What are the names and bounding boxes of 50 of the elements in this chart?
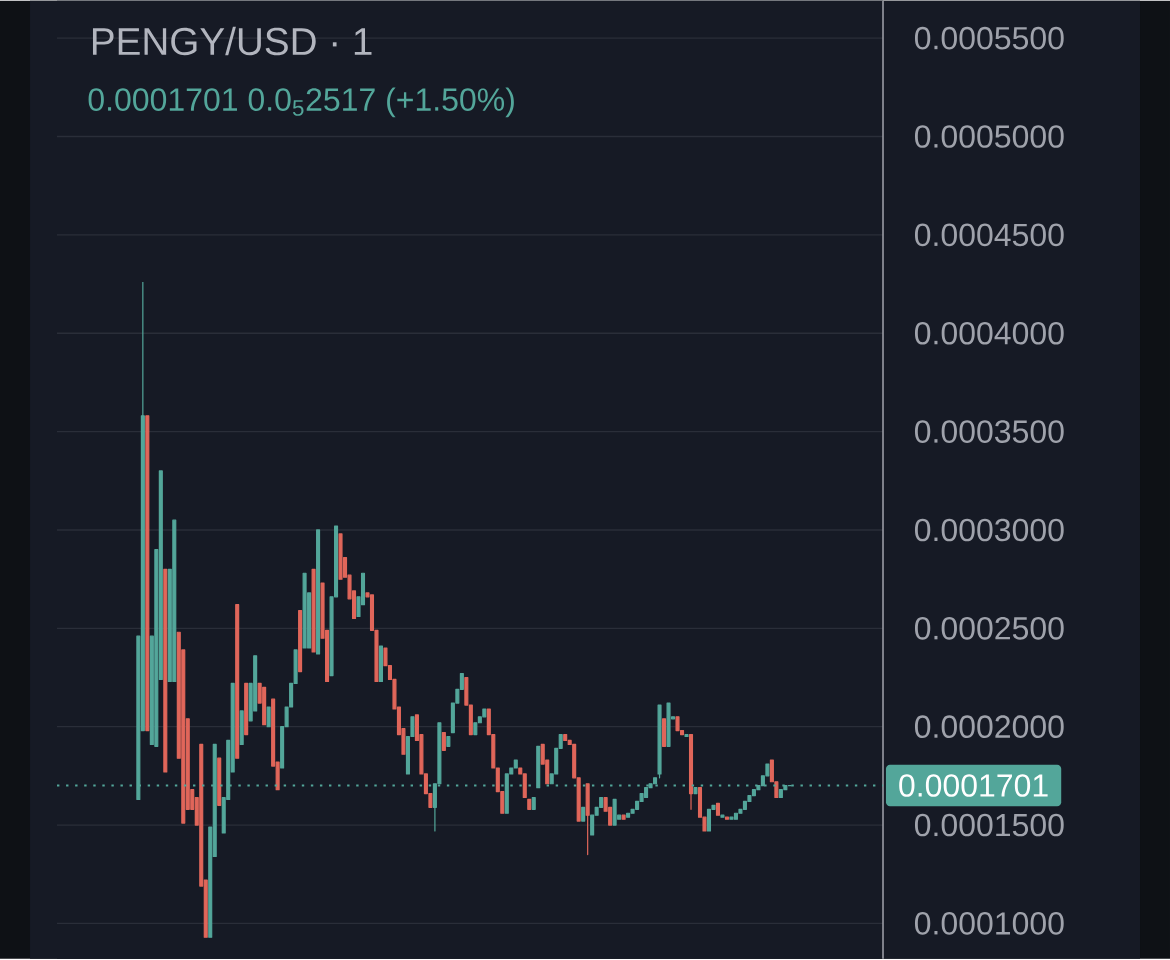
candlestick xyxy=(729,816,734,820)
candlestick xyxy=(311,568,316,653)
candlestick xyxy=(338,533,343,580)
candlestick xyxy=(316,529,321,655)
candlestick xyxy=(662,718,667,748)
y-tick-label: 0.0004500 xyxy=(914,223,1064,247)
candlestick xyxy=(217,757,222,807)
candlestick xyxy=(626,812,631,818)
candlestick xyxy=(612,799,617,826)
y-tick-label: 0.0001500 xyxy=(914,813,1064,837)
text: PENGY/USD · 1 xyxy=(92,27,372,56)
candlestick xyxy=(715,802,720,816)
candlestick xyxy=(235,604,240,759)
candlestick xyxy=(720,814,725,818)
candlestick xyxy=(531,797,536,811)
ref-line-label: 0.0001701 xyxy=(899,774,1048,798)
candlestick xyxy=(172,519,177,683)
y-tick-label: 0.0003000 xyxy=(914,518,1064,542)
candlestick xyxy=(266,706,271,728)
y-tick-label: 0.0002500 xyxy=(914,617,1064,640)
y-tick-label: 0.0004000 xyxy=(914,322,1064,345)
y-tick-label: 0.0005000 xyxy=(914,125,1064,149)
candlestick xyxy=(666,702,671,748)
candlestick xyxy=(778,789,783,799)
text: 0.0001701 0.0$_{5}$2517 (+1.50%) xyxy=(88,87,514,118)
candlestick xyxy=(145,415,150,732)
candlestick xyxy=(688,734,694,811)
candlestick xyxy=(684,734,689,738)
candlestick xyxy=(724,816,729,820)
candlestick xyxy=(621,814,626,820)
candlestick xyxy=(378,645,384,683)
candlestick xyxy=(585,783,590,856)
y-tick-label: 0.0003500 xyxy=(914,420,1064,444)
candlestick xyxy=(563,734,568,742)
candlestick xyxy=(163,568,168,773)
candlestick xyxy=(244,682,249,736)
candlestick xyxy=(581,806,586,822)
candlestick xyxy=(302,572,307,649)
candlestick xyxy=(527,799,532,811)
candlestick xyxy=(298,610,303,673)
candlestick xyxy=(446,736,451,748)
candlestick xyxy=(262,686,267,726)
candlestick xyxy=(441,732,446,752)
candlestick xyxy=(239,710,244,746)
candlestick xyxy=(657,704,662,779)
candlestick xyxy=(706,808,712,832)
y-tick-label: 0.0005500 xyxy=(914,27,1064,50)
y-tick-label: 0.0001000 xyxy=(914,912,1064,935)
candlestick xyxy=(675,716,680,732)
y-tick-label: 0.0002000 xyxy=(914,715,1064,739)
